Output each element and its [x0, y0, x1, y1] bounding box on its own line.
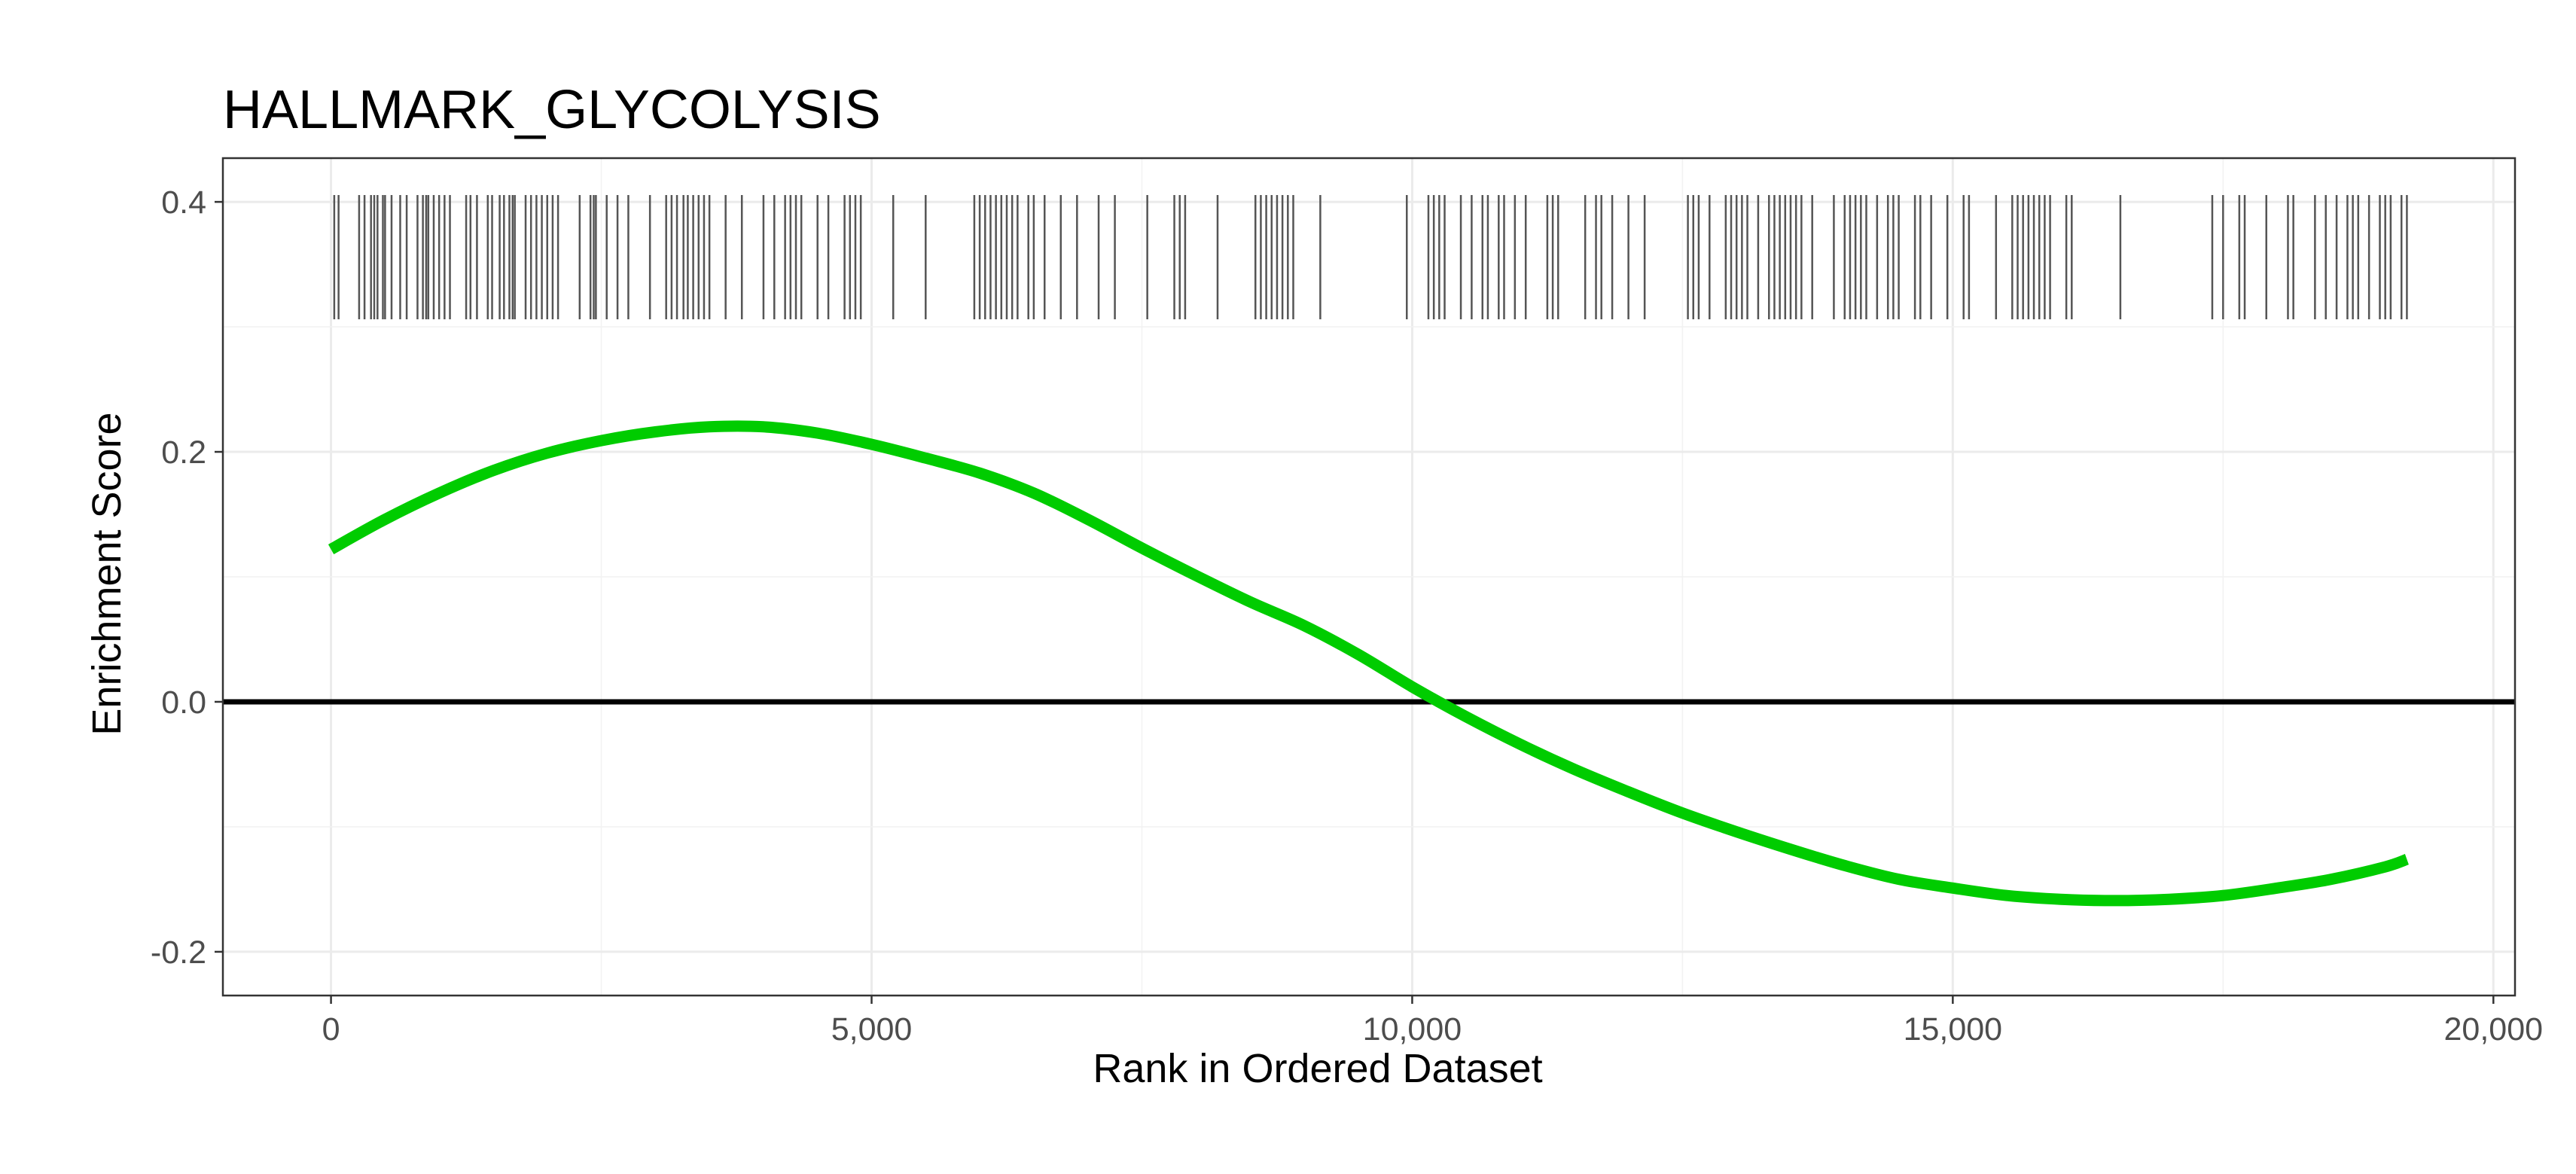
enrichment-score-curve — [328, 420, 2410, 907]
x-tick-label: 15,000 — [1904, 1011, 2003, 1047]
gene-hit-ticks — [333, 195, 2408, 319]
y-axis: -0.2 0.0 0.2 0.4 — [151, 184, 223, 971]
x-tick-label: 10,000 — [1363, 1011, 1462, 1047]
x-tick-label: 20,000 — [2444, 1011, 2544, 1047]
x-tick-label: 0 — [322, 1011, 340, 1047]
y-tick-label: 0.4 — [161, 184, 206, 221]
y-tick-label: 0.2 — [161, 435, 206, 471]
x-tick-label: 5,000 — [831, 1011, 913, 1047]
panel-border — [221, 157, 2517, 997]
chart-title: HALLMARK_GLYCOLYSIS — [223, 80, 881, 140]
x-axis-title: Rank in Ordered Dataset — [1093, 1046, 1542, 1091]
y-tick-label: -0.2 — [151, 935, 206, 971]
y-axis-title: Enrichment Score — [84, 412, 130, 735]
x-axis: 0 5,000 10,000 15,000 20,000 — [322, 996, 2543, 1047]
y-tick-label: 0.0 — [161, 685, 206, 721]
